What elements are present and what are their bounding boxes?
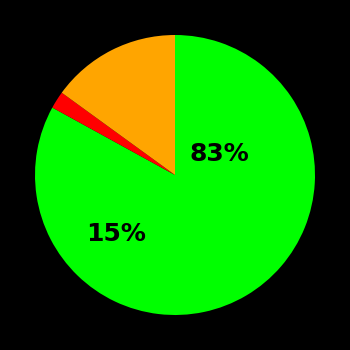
Wedge shape <box>35 35 315 315</box>
Text: 15%: 15% <box>86 222 146 246</box>
Wedge shape <box>52 93 175 175</box>
Text: 83%: 83% <box>190 142 250 166</box>
Wedge shape <box>62 35 175 175</box>
